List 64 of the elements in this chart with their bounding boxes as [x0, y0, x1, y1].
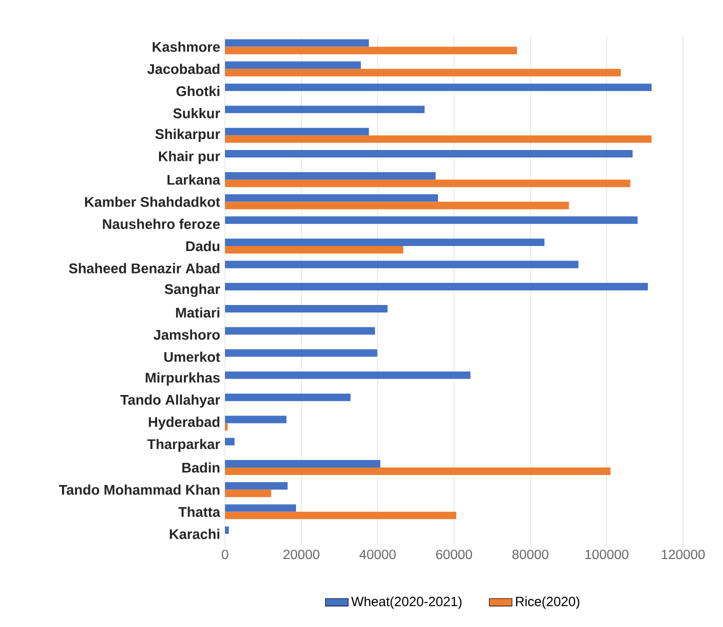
y-tick-label: Sanghar	[164, 284, 220, 297]
bar	[225, 216, 638, 224]
y-tick-label: Larkana	[168, 174, 220, 185]
y-tick-label: Sukkur	[173, 108, 220, 118]
x-tick-label: 120000	[662, 550, 705, 560]
y-tick-label: Matiari	[176, 307, 220, 318]
bar	[225, 371, 470, 379]
bar	[225, 460, 380, 468]
y-tick-label: Karachi	[170, 528, 220, 540]
bar	[225, 68, 621, 76]
y-tick-label: Mirpurkhas	[146, 372, 220, 386]
x-tick-label: 40000	[359, 550, 396, 560]
bar	[225, 135, 652, 143]
bar	[225, 46, 517, 54]
bar	[225, 202, 569, 210]
y-tick-label: Jacobabad	[147, 64, 220, 74]
bar	[225, 150, 633, 158]
bar	[225, 84, 652, 92]
y-tick-label: Khair pur	[159, 150, 220, 164]
x-tick-label: 80000	[512, 550, 548, 560]
bar	[225, 482, 288, 490]
x-tick-label: 100000	[585, 550, 628, 560]
bar	[225, 260, 578, 268]
y-tick-label: Tharparkar	[147, 438, 220, 452]
y-tick-label: Tando Mohammad Khan	[58, 484, 220, 495]
bar	[225, 394, 351, 402]
y-tick-label: Ghotki	[176, 86, 220, 96]
bar	[225, 438, 235, 446]
bar	[225, 504, 296, 512]
bar	[225, 106, 425, 114]
bar	[225, 305, 388, 312]
bar	[225, 246, 404, 254]
y-tick-label: Shikarpur	[155, 128, 220, 142]
legend-label: Wheat(2020-2021)	[351, 596, 462, 609]
y-tick-label: Naushehro feroze	[102, 218, 220, 230]
bar	[225, 349, 378, 357]
bar	[225, 526, 229, 534]
x-tick-label: 0	[222, 550, 228, 560]
y-tick-label: Tando Allahyar	[120, 394, 220, 408]
y-tick-label: Umerkot	[164, 352, 220, 362]
bar	[225, 128, 369, 136]
bar	[225, 39, 369, 47]
x-tick-label: 60000	[436, 550, 472, 560]
bar	[225, 467, 610, 475]
bar	[225, 172, 436, 180]
bar	[225, 282, 648, 290]
y-tick-label: Dadu	[186, 240, 220, 252]
legend-label: Rice(2020)	[516, 596, 580, 609]
bar	[225, 327, 375, 335]
y-tick-label: Kashmore	[152, 42, 220, 52]
bar	[225, 416, 286, 424]
y-tick-label: Thatta	[178, 506, 220, 517]
bar	[225, 61, 361, 69]
y-tick-label: Hyderabad	[148, 416, 220, 430]
bar	[225, 194, 438, 202]
y-tick-label: Kamber Shahdadkot	[85, 196, 220, 207]
bar	[225, 238, 544, 246]
y-tick-label: Jamshoro	[154, 329, 220, 340]
bar	[225, 512, 456, 520]
bar	[225, 490, 272, 498]
x-tick-label: 20000	[283, 550, 320, 560]
y-tick-label: Badin	[182, 462, 220, 473]
bar	[225, 180, 630, 188]
y-tick-label: Shaheed Benazir Abad	[68, 263, 220, 274]
